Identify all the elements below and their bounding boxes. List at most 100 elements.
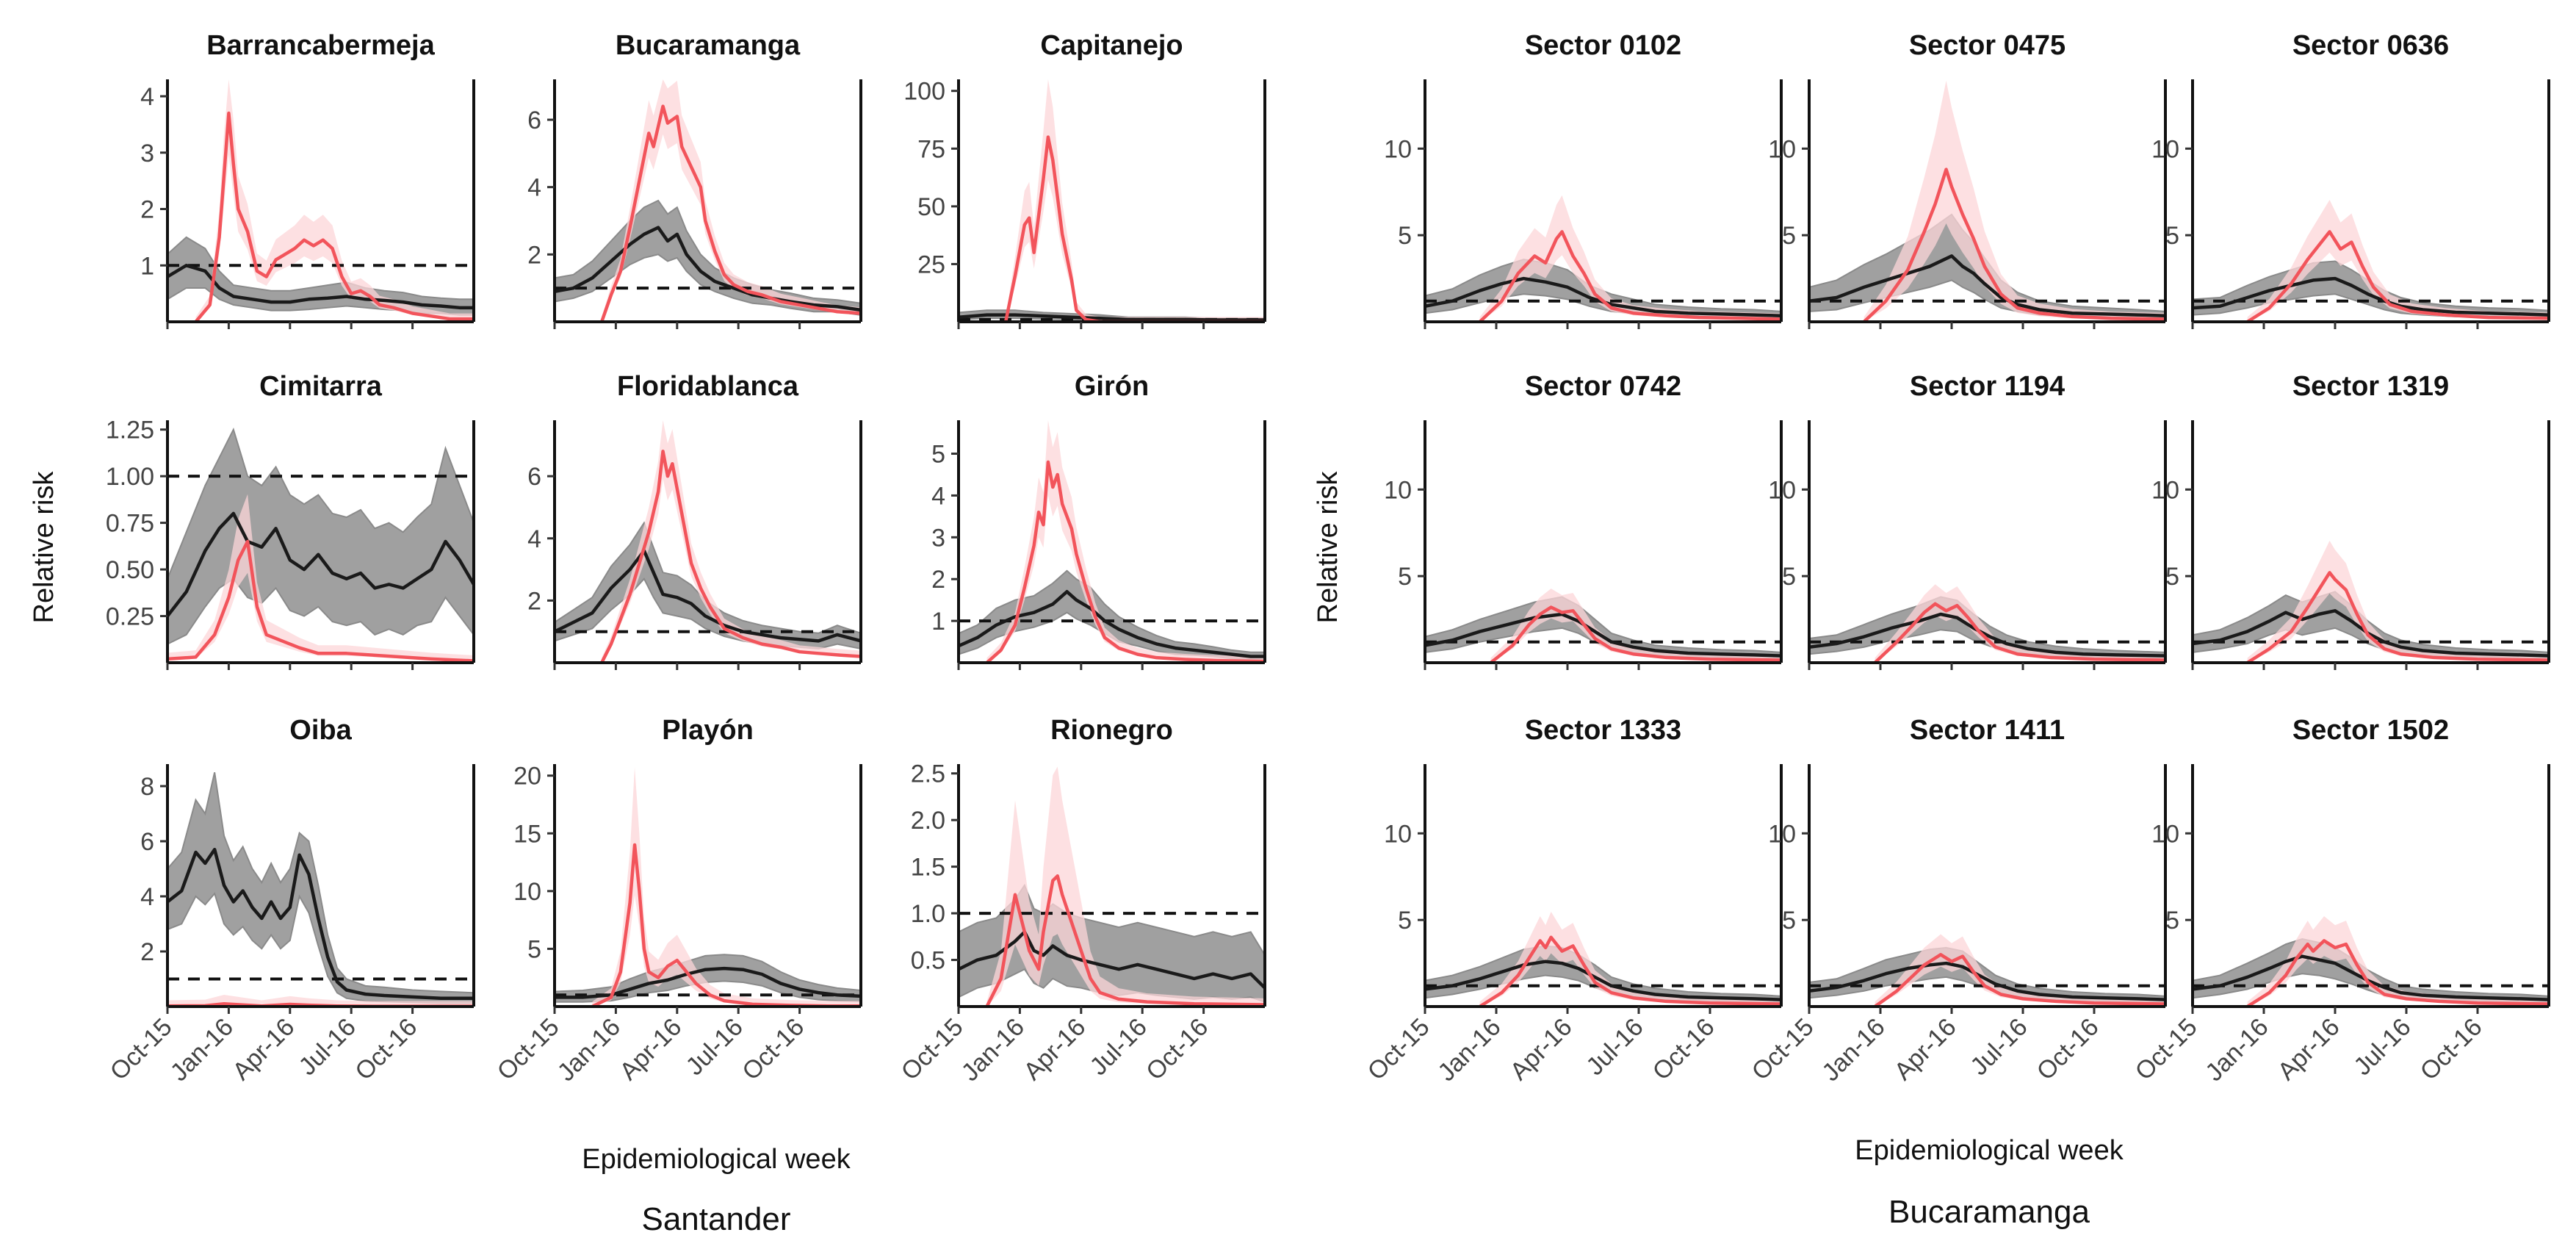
y-tick-label: 10 [1768, 820, 1796, 848]
y-tick-label: 50 [917, 193, 945, 221]
y-tick-label: 2 [527, 241, 541, 269]
panel-santander-barrancabermeja: Barrancabermeja 1 2 3 4 [140, 30, 475, 329]
y-tick-label: 1.25 [106, 417, 154, 444]
y-tick-label: 6 [140, 828, 154, 856]
y-tick-label: 5 [1398, 563, 1412, 591]
x-tick-label: Oct-15 [1363, 1013, 1435, 1086]
y-tick-label: 2 [527, 587, 541, 615]
bucaramanga-ylabel: Relative risk [1313, 471, 1343, 624]
x-tick-label: Jul-16 [1965, 1013, 2032, 1081]
y-tick-label: 10 [1768, 135, 1796, 163]
panel-title: Sector 1194 [1910, 371, 2065, 402]
bucaramanga-group-label: Bucaramanga [1888, 1194, 2090, 1230]
observed-ci-band [1490, 588, 1781, 663]
observed-ci-band [986, 766, 1265, 1007]
x-tick-label: Oct-16 [1141, 1013, 1213, 1086]
y-tick-label: 4 [140, 83, 154, 111]
y-tick-label: 5 [1782, 222, 1796, 250]
observed-risk-line [1873, 602, 2165, 663]
panel-santander-play-n: Playón 5 10 15 20 Oct-15Jan-16Apr-16Jul-16Oct… [492, 715, 862, 1087]
x-tick-label: Apr-16 [227, 1013, 300, 1086]
x-tick-label: Jan-16 [1432, 1013, 1506, 1087]
observed-ci-band [1864, 80, 2165, 322]
y-tick-label: 1 [931, 608, 945, 636]
y-tick-label: 6 [527, 463, 541, 491]
x-tick-label: Jan-16 [552, 1013, 626, 1087]
x-tick-label: Oct-15 [896, 1013, 969, 1086]
plot-area [1809, 934, 2165, 1007]
x-tick-label: Oct-16 [2032, 1013, 2104, 1086]
observed-ci-band [1479, 195, 1781, 322]
estimated-risk-line [167, 848, 474, 1000]
estimated-risk-line [2193, 276, 2549, 317]
observed-ci-band [1479, 911, 1781, 1007]
y-tick-label: 1.0 [911, 900, 945, 928]
x-tick-label: Apr-16 [1505, 1013, 1578, 1086]
panel-title: Floridablanca [617, 371, 799, 402]
observed-risk-line [167, 539, 474, 663]
y-tick-label: 10 [1384, 135, 1412, 163]
y-tick-label: 4 [140, 883, 154, 911]
observed-ci-band [1875, 584, 2165, 663]
panel-santander-cimitarra: Cimitarra 0.25 0.50 0.75 1.00 1.25 [106, 371, 475, 670]
panel-title: Oiba [289, 715, 352, 746]
estimated-ci-band [1425, 945, 1781, 1004]
panel-title: Barrancabermeja [206, 30, 435, 61]
x-tick-label: Jan-16 [2200, 1013, 2273, 1087]
y-tick-label: 5 [527, 935, 541, 963]
y-tick-label: 2.0 [911, 807, 945, 835]
x-tick-label: Jul-16 [2348, 1013, 2416, 1081]
y-tick-label: 5 [1782, 907, 1796, 935]
observed-ci-band [592, 767, 861, 1007]
x-tick-label: Oct-16 [350, 1013, 422, 1086]
y-tick-label: 1.5 [911, 854, 945, 882]
estimated-risk-line [167, 511, 474, 617]
santander-group-label: Santander [641, 1201, 790, 1237]
x-tick-label: Jul-16 [1085, 1013, 1152, 1081]
y-tick-label: 2 [140, 196, 154, 224]
y-tick-label: 25 [917, 251, 945, 278]
panel-santander-capitanejo: Capitanejo 25 50 75 100 [903, 30, 1266, 329]
y-tick-label: 100 [903, 78, 945, 106]
x-tick-label: Jan-16 [165, 1013, 239, 1087]
santander-xlabel: Epidemiological week [582, 1144, 851, 1175]
estimated-ci-band [555, 521, 861, 649]
estimated-risk-line [1425, 612, 1781, 658]
y-tick-label: 1 [140, 252, 154, 280]
estimated-risk-line [2193, 954, 2549, 1001]
panel-title: Girón [1075, 371, 1149, 402]
observed-ci-band [2247, 915, 2549, 1007]
plot-area [2193, 915, 2549, 1007]
y-tick-label: 75 [917, 135, 945, 163]
estimated-risk-line [555, 549, 861, 643]
x-tick-label: Jan-16 [956, 1013, 1030, 1087]
observed-risk-line [2246, 939, 2549, 1007]
observed-ci-band [2247, 200, 2549, 322]
panel-title: Bucaramanga [616, 30, 801, 61]
x-tick-label: Jul-16 [1581, 1013, 1648, 1081]
plot-area [167, 772, 474, 1007]
panel-bucaramanga-sector-0475: Sector 0475 5 10 [1768, 30, 2167, 329]
panel-title: Sector 0742 [1525, 371, 1681, 402]
x-tick-label: Jul-16 [294, 1013, 361, 1081]
panel-title: Sector 0636 [2292, 30, 2449, 61]
panel-title: Sector 0475 [1909, 30, 2066, 61]
y-tick-label: 3 [140, 140, 154, 168]
estimated-risk-line [1809, 612, 2165, 658]
observed-risk-line [1003, 135, 1265, 322]
panel-santander-floridablanca: Floridablanca 2 4 6 [527, 371, 862, 670]
observed-risk-line [985, 874, 1265, 1007]
observed-risk-line [591, 843, 861, 1007]
panel-bucaramanga-sector-1319: Sector 1319 5 10 [2151, 371, 2550, 670]
plot-area [959, 766, 1265, 1007]
estimated-risk-line [555, 226, 861, 312]
x-tick-label: Oct-15 [2130, 1013, 2203, 1086]
y-tick-label: 4 [527, 174, 541, 202]
y-tick-label: 10 [513, 878, 541, 906]
panel-santander-rionegro: Rionegro 0.5 1.0 1.5 2.0 2.5 Oct-15Jan-16Apr-1… [896, 715, 1266, 1087]
estimated-risk-line [1425, 960, 1781, 1001]
plot-area [1809, 584, 2165, 663]
panel-bucaramanga-sector-1194: Sector 1194 5 10 [1768, 371, 2167, 670]
